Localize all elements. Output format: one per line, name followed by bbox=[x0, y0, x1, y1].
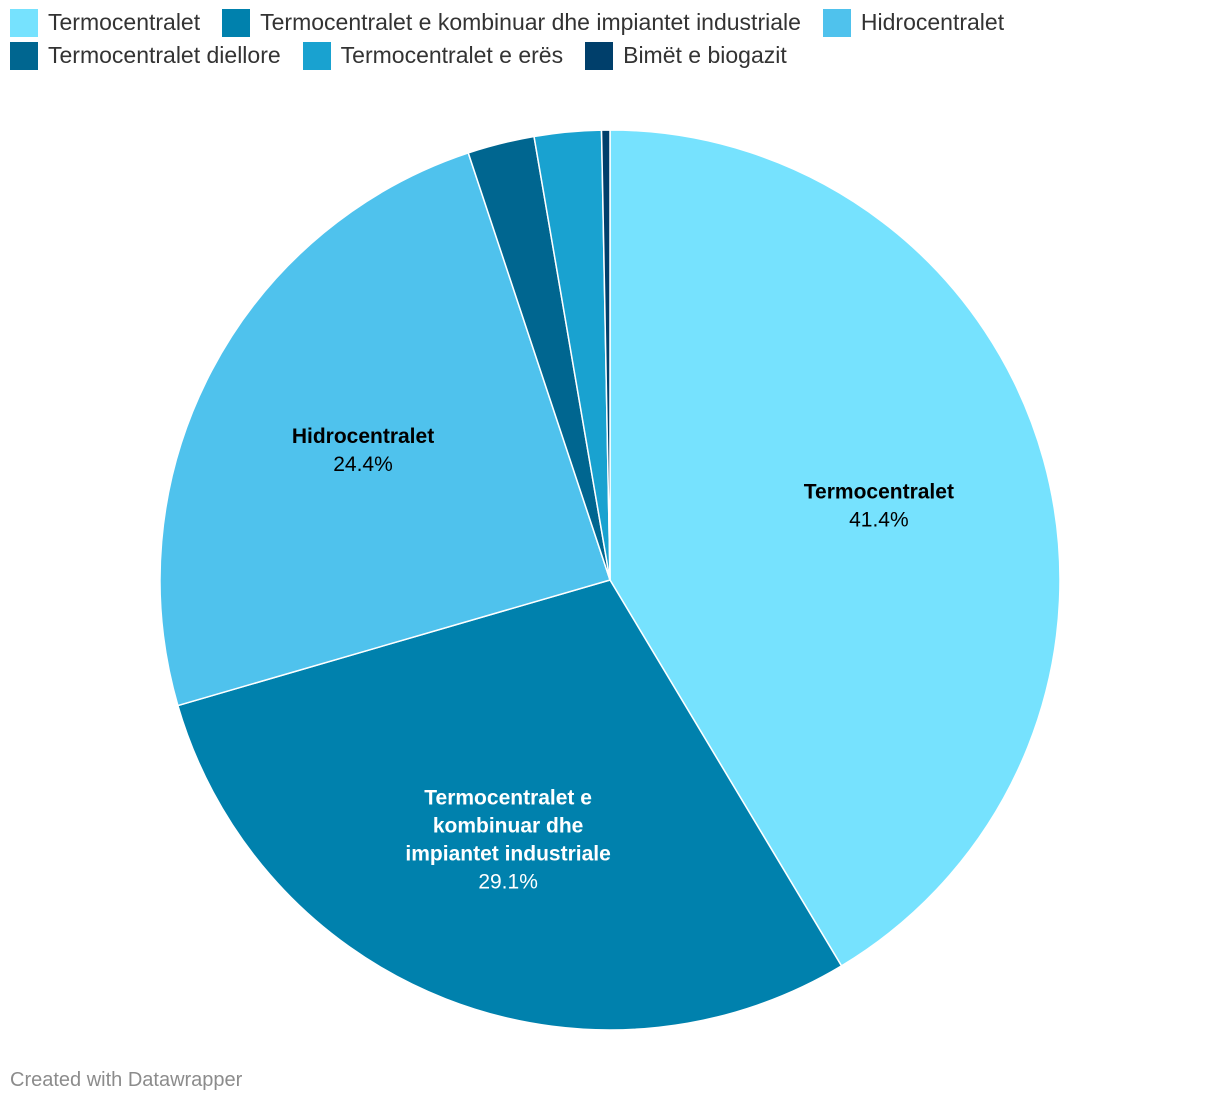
credit-text[interactable]: Created with Datawrapper bbox=[10, 1069, 243, 1091]
slice-data-label: Termocentralet 41.4% bbox=[804, 481, 954, 532]
slice-label-name: impiantet industriale bbox=[405, 843, 610, 866]
legend-item: Hidrocentralet bbox=[822, 8, 1005, 37]
legend-swatch bbox=[822, 8, 851, 37]
legend-item: Termocentralet e erës bbox=[302, 41, 564, 70]
slice-label-value: 29.1% bbox=[478, 871, 538, 894]
legend-item: Termocentralet bbox=[10, 8, 201, 37]
legend-item: Termocentralet e kombinuar dhe impiantet… bbox=[222, 8, 801, 37]
legend: Termocentralet Termocentralet e kombinuar… bbox=[10, 6, 1210, 72]
pie-slice[interactable] bbox=[176, 579, 843, 1031]
legend-item: Termocentralet diellore bbox=[10, 41, 281, 70]
pie-slice[interactable] bbox=[609, 129, 1061, 967]
pie-slice[interactable] bbox=[600, 129, 611, 581]
legend-item: Bimët e biogazit bbox=[585, 41, 787, 70]
slice-label-name: kombinuar dhe bbox=[433, 815, 584, 838]
slice-label-name: Termocentralet bbox=[804, 481, 954, 504]
legend-row: Termocentralet diellore Termocentralet e … bbox=[10, 39, 1210, 72]
legend-label: Termocentralet e erës bbox=[340, 42, 564, 68]
slice-label-value: 41.4% bbox=[849, 509, 909, 532]
legend-swatch bbox=[10, 8, 38, 37]
legend-label: Termocentralet e kombinuar dhe impiantet… bbox=[260, 9, 801, 35]
legend-swatch bbox=[302, 41, 331, 70]
legend-label: Termocentralet diellore bbox=[48, 42, 281, 68]
slice-label-name: Termocentralet e bbox=[424, 787, 592, 810]
slice-data-label: Hidrocentralet 24.4% bbox=[292, 425, 434, 476]
slice-label-name: Hidrocentralet bbox=[292, 425, 434, 448]
legend-label: Termocentralet bbox=[48, 9, 201, 35]
slice-data-label: Termocentralet e kombinuar dhe impiantet i… bbox=[405, 787, 610, 894]
legend-label: Hidrocentralet bbox=[860, 9, 1005, 35]
legend-row: Termocentralet Termocentralet e kombinuar… bbox=[10, 6, 1210, 39]
legend-swatch bbox=[585, 41, 614, 70]
legend-swatch bbox=[222, 8, 251, 37]
pie-slice[interactable] bbox=[159, 151, 611, 707]
slice-label-value: 24.4% bbox=[333, 453, 393, 476]
legend-label: Bimët e biogazit bbox=[623, 42, 787, 68]
legend-swatch bbox=[10, 41, 38, 70]
